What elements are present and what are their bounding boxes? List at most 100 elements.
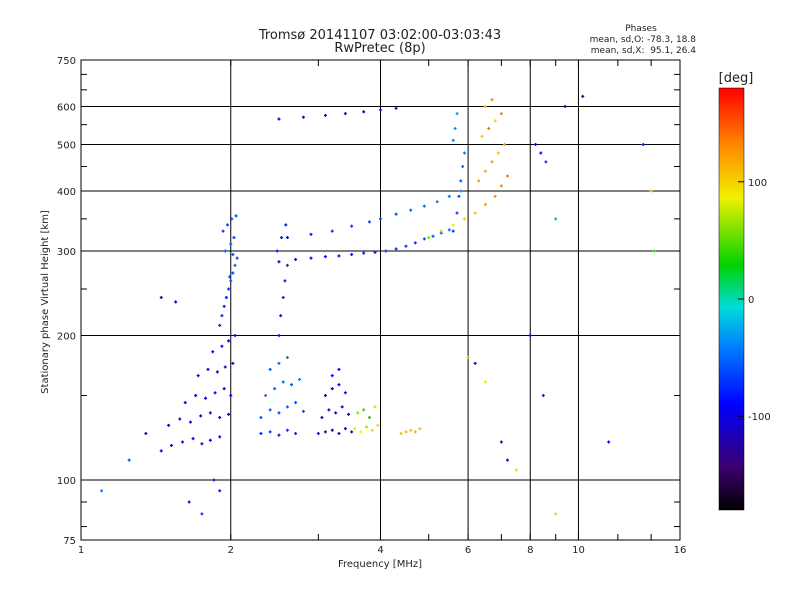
echo-point <box>181 440 185 444</box>
echo-point <box>362 408 366 412</box>
echo-point <box>453 126 457 130</box>
chart-title: Tromsø 20141107 03:02:00-03:03:43 <box>258 28 501 43</box>
echo-point <box>422 204 426 208</box>
echo-point <box>268 430 272 434</box>
echo-point <box>224 296 228 300</box>
echo-point <box>373 250 377 254</box>
echo-point <box>227 339 231 343</box>
echo-point <box>167 423 171 427</box>
echo-point <box>227 412 231 416</box>
echo-point <box>350 430 354 434</box>
echo-point <box>213 391 217 395</box>
echo-point <box>394 106 398 110</box>
echo-point <box>379 108 382 112</box>
echo-point <box>218 489 222 493</box>
x-tick-label: 4 <box>377 545 383 556</box>
echo-point <box>330 428 334 432</box>
x-tick-label: 8 <box>527 545 533 556</box>
echo-point <box>337 383 341 387</box>
echo-point <box>649 189 653 193</box>
echo-point <box>473 361 477 365</box>
echo-point <box>232 236 236 240</box>
echo-point <box>461 164 465 168</box>
colorbar-label: [deg] <box>719 71 754 86</box>
echo-point <box>505 458 509 462</box>
colorbar-tick-label: 100 <box>748 178 767 189</box>
echo-point <box>554 217 558 221</box>
echo-point <box>473 211 477 215</box>
echo-point <box>554 512 558 516</box>
echo-point <box>502 143 506 147</box>
echo-point <box>285 355 289 359</box>
echo-point <box>218 435 222 439</box>
echo-point <box>343 112 347 116</box>
phases-o-stats: mean, sd,O: -78.3, 18.8 <box>590 35 697 45</box>
phases-heading: Phases <box>625 24 657 34</box>
echo-point <box>234 214 238 218</box>
echo-point <box>483 169 487 173</box>
echo-point <box>455 112 459 116</box>
echo-point <box>191 437 195 441</box>
echo-point <box>231 253 235 257</box>
echo-point <box>330 374 334 378</box>
echo-point <box>229 279 233 283</box>
echo-point <box>301 115 305 119</box>
colorbar-tick-label: 0 <box>748 295 754 306</box>
echo-point <box>483 380 487 384</box>
echo-point <box>359 430 363 434</box>
echo-point <box>174 300 178 304</box>
echo-point <box>229 242 233 246</box>
echo-point <box>187 500 191 504</box>
echo-point <box>409 428 413 432</box>
plot-area: 1 2 4 6 8 10 16 75 100 200 300 400 500 600 750 <box>57 56 686 556</box>
echo-point <box>221 229 225 233</box>
echo-point <box>290 383 294 387</box>
echo-point <box>277 260 281 264</box>
echo-point <box>439 229 443 233</box>
echo-point <box>370 428 374 432</box>
echo-point <box>337 254 341 258</box>
chart-subtitle: RwPretec (8p) <box>334 41 425 56</box>
echo-point <box>194 394 198 398</box>
echo-point <box>379 217 382 221</box>
echo-point <box>100 489 104 493</box>
echo-point <box>323 430 327 434</box>
echo-point <box>539 151 543 155</box>
echo-point <box>212 478 216 482</box>
echo-point <box>418 427 422 431</box>
phases-x-stats: mean, sd,X: 95.1, 26.4 <box>591 46 697 56</box>
x-tick-label: 6 <box>465 545 471 556</box>
echo-point <box>215 370 219 374</box>
echo-point <box>505 174 509 178</box>
y-tick-label: 75 <box>63 536 76 547</box>
echo-point <box>499 112 503 116</box>
echo-point <box>227 287 231 291</box>
echo-point <box>268 408 272 412</box>
echo-point <box>223 365 227 369</box>
echo-point <box>225 223 229 227</box>
echo-point <box>451 138 455 142</box>
echo-point <box>490 160 494 164</box>
echo-point <box>404 244 408 248</box>
echo-point <box>447 194 451 198</box>
echo-point <box>365 425 369 429</box>
echo-point <box>499 184 503 188</box>
echo-point <box>259 415 263 419</box>
echo-point <box>222 304 226 308</box>
echo-point <box>563 105 567 109</box>
echo-point <box>301 409 305 413</box>
echo-point <box>340 405 344 409</box>
echo-point <box>466 355 470 359</box>
echo-point <box>528 334 532 338</box>
echo-point <box>534 143 538 147</box>
echo-point <box>200 442 204 446</box>
echo-point <box>413 241 417 245</box>
echo-point <box>462 151 466 155</box>
echo-point <box>343 427 347 431</box>
echo-point <box>285 263 289 267</box>
echo-point <box>233 334 237 338</box>
x-tick-label: 2 <box>228 545 234 556</box>
echo-point <box>199 414 203 418</box>
echo-point <box>294 432 298 436</box>
